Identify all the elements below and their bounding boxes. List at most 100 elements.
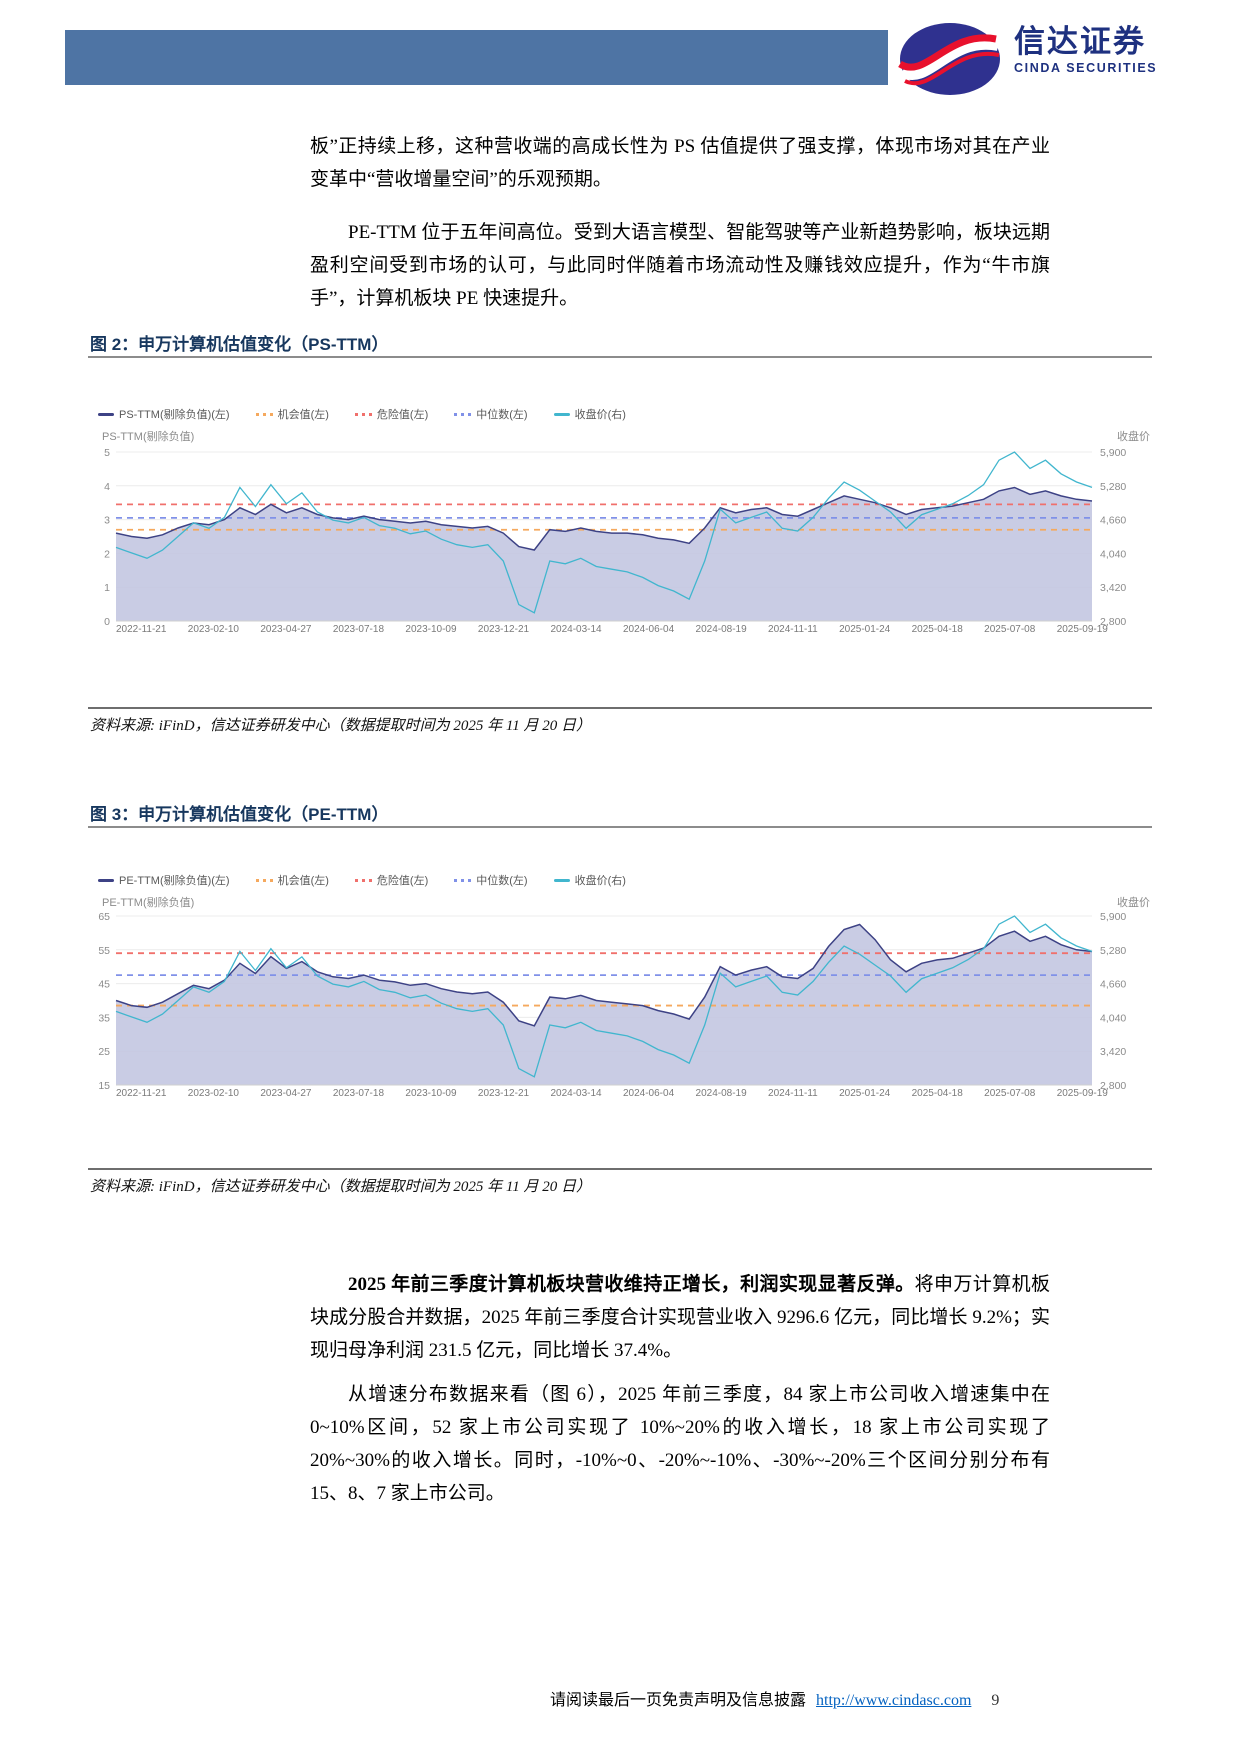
legend-item: 收盘价(右) xyxy=(553,872,626,888)
svg-text:0: 0 xyxy=(104,616,110,628)
legend-item: 中位数(左) xyxy=(454,872,528,888)
legend-marker-icon xyxy=(553,412,570,416)
x-tick-label: 2024-08-19 xyxy=(695,624,747,635)
svg-text:4,040: 4,040 xyxy=(1100,1012,1126,1024)
svg-text:45: 45 xyxy=(98,979,110,991)
x-tick-label: 2025-07-08 xyxy=(984,1088,1036,1099)
svg-text:5,900: 5,900 xyxy=(1100,911,1126,923)
left-axis-label: PS-TTM(剔除负值) xyxy=(102,431,195,443)
figure-2-legend: PS-TTM(剔除负值)(左) 机会值(左) 危险值(左) 中位数(左) 收盘价(右) xyxy=(98,406,626,422)
x-tick-label: 2022-11-21 xyxy=(116,1088,167,1099)
legend-marker-icon xyxy=(98,878,114,882)
figure-3-title: 图 3：申万计算机估值变化（PE-TTM） xyxy=(90,805,389,824)
legend-label: 收盘价(右) xyxy=(574,409,626,421)
legend-item: 中位数(左) xyxy=(454,406,528,422)
pe-ttm-chart: 65 55 45 35 25 15 5,900 5,280 4,660 4,040 3,420 2,8… xyxy=(98,911,1126,1092)
x-tick-label: 2025-09-19 xyxy=(1056,1088,1108,1099)
x-tick-label: 2024-08-19 xyxy=(695,1088,747,1099)
legend-marker-icon xyxy=(354,412,372,416)
paragraph-pe-ttm: PE-TTM 位于五年间高位。受到大语言模型、智能驾驶等产业新趋势影响，板块远期… xyxy=(310,222,1050,309)
figure-2-axis-labels: PS-TTM(剔除负值) 收盘价 xyxy=(102,428,1150,444)
header-bar xyxy=(65,30,888,85)
footer-disclaimer: 请阅读最后一页免责声明及信息披露 xyxy=(550,1692,807,1709)
legend-marker-icon xyxy=(255,412,273,416)
svg-text:4,660: 4,660 xyxy=(1100,515,1126,527)
legend-marker-icon xyxy=(255,878,273,882)
legend-label: 机会值(左) xyxy=(277,409,329,421)
right-axis-label: 收盘价 xyxy=(1117,897,1150,909)
y-tick-labels: 5 4 3 2 1 0 5,900 5,280 4,660 4,040 3,420 2,800 xyxy=(104,447,1126,628)
x-tick-label: 2023-02-10 xyxy=(187,1088,239,1099)
valuation-area xyxy=(116,487,1092,621)
page-footer: 请阅读最后一页免责声明及信息披露 http://www.cindasc.com … xyxy=(550,1686,999,1710)
x-tick-label: 2025-01-24 xyxy=(839,1088,891,1099)
legend-item: PS-TTM(剔除负值)(左) xyxy=(98,406,230,422)
figure-3-axis-labels: PE-TTM(剔除负值) 收盘价 xyxy=(102,894,1150,910)
legend-label: 危险值(左) xyxy=(376,409,429,421)
x-tick-label: 2023-04-27 xyxy=(260,624,312,635)
y-tick-labels: 65 55 45 35 25 15 5,900 5,280 4,660 4,040 3,420 2,8… xyxy=(98,911,1126,1092)
brand-name-cn: 信达证券 xyxy=(1014,24,1146,59)
svg-text:3: 3 xyxy=(104,515,110,527)
legend-label: 危险值(左) xyxy=(376,875,429,887)
legend-label: PE-TTM(剔除负值)(左) xyxy=(119,875,230,887)
legend-item: 危险值(左) xyxy=(354,872,429,888)
x-tick-label: 2024-06-04 xyxy=(622,1088,675,1099)
valuation-line xyxy=(115,923,1093,1027)
figure-3-pe-ttm: 图 3：申万计算机估值变化（PE-TTM） PE-TTM(剔除负值)(左) 机会值… xyxy=(88,800,1152,1220)
legend-label: 中位数(左) xyxy=(476,409,528,421)
logo-text: 信达证券 CINDA SECURITIES xyxy=(1014,26,1157,75)
legend-label: 中位数(左) xyxy=(476,875,528,887)
paragraph-growth-distribution: 从增速分布数据来看（图 6），2025 年前三季度，84 家上市公司收入增速集中… xyxy=(310,1384,1050,1504)
close-price-line xyxy=(115,451,1093,614)
svg-text:4,040: 4,040 xyxy=(1100,548,1126,560)
svg-text:2,800: 2,800 xyxy=(1100,1080,1126,1092)
legend-label: 收盘价(右) xyxy=(574,875,626,887)
legend-marker-icon xyxy=(454,412,472,416)
x-tick-label: 2023-02-10 xyxy=(187,624,239,635)
right-axis-label: 收盘价 xyxy=(1117,431,1150,443)
x-tick-label: 2022-11-21 xyxy=(116,624,167,635)
svg-text:25: 25 xyxy=(98,1046,110,1058)
svg-text:15: 15 xyxy=(98,1080,110,1092)
figure-3-legend: PE-TTM(剔除负值)(左) 机会值(左) 危险值(左) 中位数(左) 收盘价(右) xyxy=(98,872,626,888)
x-tick-label: 2025-07-08 xyxy=(984,624,1036,635)
svg-text:3,420: 3,420 xyxy=(1100,582,1126,594)
valuation-line xyxy=(115,486,1093,551)
legend-label: 机会值(左) xyxy=(277,875,329,887)
figure-2-title-rule xyxy=(88,356,1152,358)
figure-2-source: 资料来源: iFinD，信达证券研发中心（数据提取时间为 2025 年 11 月… xyxy=(90,718,591,734)
x-tick-label: 2024-11-11 xyxy=(768,1088,818,1099)
legend-item: 危险值(左) xyxy=(354,406,429,422)
svg-text:5: 5 xyxy=(104,447,110,459)
figure-2-source-rule xyxy=(88,707,1152,709)
figure-2-x-axis: 2022-11-21 2023-02-10 2023-04-27 2023-07-18… xyxy=(116,624,1108,635)
paragraph-q3-results: 2025 年前三季度计算机板块营收维持正增长，利润实现显著反弹。将申万计算机板块… xyxy=(310,1268,1050,1367)
x-tick-label: 2024-03-14 xyxy=(550,624,602,635)
left-axis-label: PE-TTM(剔除负值) xyxy=(102,897,195,909)
legend-item: 收盘价(右) xyxy=(553,406,626,422)
x-tick-label: 2025-04-18 xyxy=(911,624,963,635)
footer-url-link[interactable]: http://www.cindasc.com xyxy=(816,1692,972,1709)
legend-marker-icon xyxy=(454,878,472,882)
cinda-logo-icon xyxy=(898,23,1000,95)
x-tick-label: 2023-07-18 xyxy=(332,624,385,635)
x-tick-label: 2023-12-21 xyxy=(477,1088,530,1099)
legend-marker-icon xyxy=(354,878,372,882)
figure-3-source: 资料来源: iFinD，信达证券研发中心（数据提取时间为 2025 年 11 月… xyxy=(90,1179,591,1195)
x-tick-label: 2023-12-21 xyxy=(477,624,530,635)
svg-text:1: 1 xyxy=(104,582,110,594)
x-tick-label: 2024-06-04 xyxy=(622,624,675,635)
paragraph-ps-valuation: 板”正持续上移，这种营收端的高成长性为 PS 估值提供了强支撑，体现市场对其在产… xyxy=(310,136,1050,190)
legend-marker-icon xyxy=(553,878,570,882)
svg-text:4: 4 xyxy=(104,481,110,493)
svg-text:3,420: 3,420 xyxy=(1100,1046,1126,1058)
svg-text:5,280: 5,280 xyxy=(1100,945,1126,957)
x-tick-label: 2025-01-24 xyxy=(839,624,891,635)
q3-results-rest: 将申万计算机板块成分股合并数据，2025 年前三季度合计实现营业收入 9296.… xyxy=(310,1274,1050,1361)
figure-2-ps-ttm: 图 2：申万计算机估值变化（PS-TTM） PS-TTM(剔除负值)(左) 机会值… xyxy=(88,330,1152,750)
legend-item: 机会值(左) xyxy=(255,872,329,888)
x-tick-label: 2024-11-11 xyxy=(768,624,818,635)
svg-text:65: 65 xyxy=(98,911,110,923)
